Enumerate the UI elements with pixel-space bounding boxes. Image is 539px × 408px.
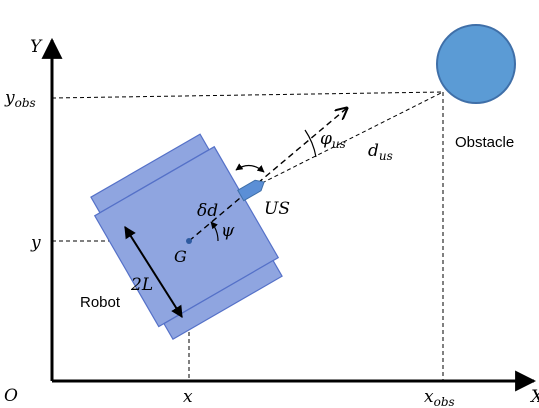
psi-arc <box>210 221 219 242</box>
y-label: y <box>30 233 41 253</box>
two-l-label: 2L <box>130 275 153 295</box>
robot-track-bottom <box>163 259 283 341</box>
center-g-label: G <box>174 247 187 266</box>
obstacle-label: Obstacle <box>455 134 514 151</box>
center-point <box>186 238 192 244</box>
axis-x-label: X <box>529 387 539 407</box>
robot-label: Robot <box>80 294 121 311</box>
us-sensor <box>237 179 265 202</box>
psi-label: ψ <box>221 221 235 241</box>
sensor-rotation-arrow <box>235 163 265 173</box>
d-us-label: dus <box>368 141 393 163</box>
axis-y-label: Y <box>30 37 43 57</box>
phi-us-label: φus <box>320 129 346 151</box>
heading-arrow <box>188 108 347 242</box>
y-obs-label: yobs <box>4 88 36 110</box>
distance-line <box>261 91 444 184</box>
x-label: x <box>183 387 193 407</box>
phi-arc <box>304 129 317 158</box>
origin-label: O <box>4 386 18 406</box>
x-obs-label: xobs <box>424 387 455 408</box>
obstacle-circle <box>436 24 516 104</box>
delta-d-label: δd <box>197 201 218 221</box>
robot-body <box>93 145 280 328</box>
two-l-arrow <box>124 225 183 319</box>
us-label: US <box>264 199 290 219</box>
y-obs-guide <box>51 91 444 99</box>
